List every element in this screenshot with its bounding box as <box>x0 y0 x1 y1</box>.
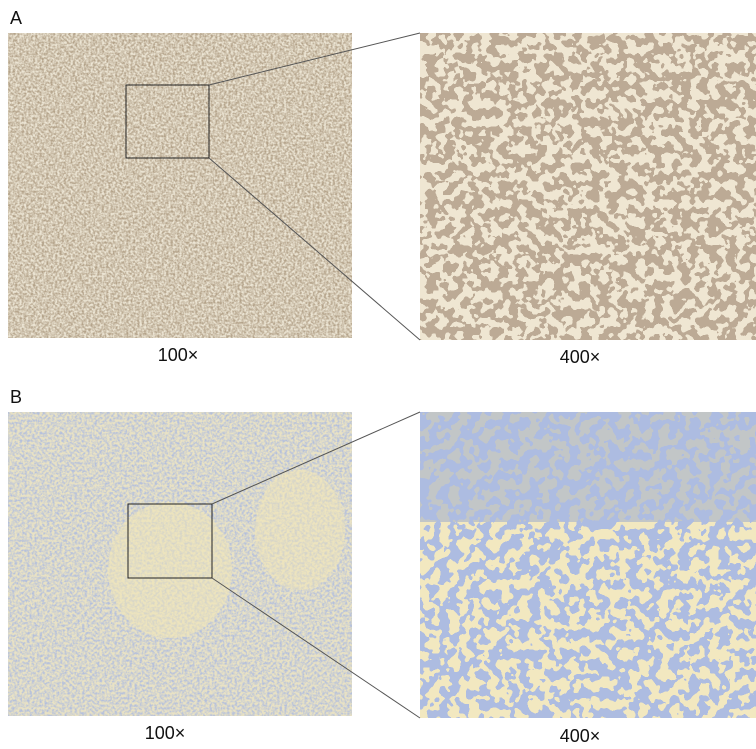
zoom-box <box>125 84 210 159</box>
caption: 100× <box>158 345 199 365</box>
micrograph-low <box>8 33 352 338</box>
caption: 400× <box>560 726 601 746</box>
zoom-line <box>208 157 421 341</box>
micrograph-high <box>420 412 756 718</box>
caption: 100× <box>145 723 186 743</box>
zoom-line <box>211 577 421 719</box>
panel-label: A <box>10 8 22 28</box>
panel-label: B <box>10 387 22 407</box>
zoom-line <box>208 32 421 86</box>
zoom-line <box>211 411 421 505</box>
caption: 400× <box>560 347 601 367</box>
micrograph-low <box>8 412 352 716</box>
micrograph-high <box>420 33 756 340</box>
zoom-box <box>127 503 213 579</box>
